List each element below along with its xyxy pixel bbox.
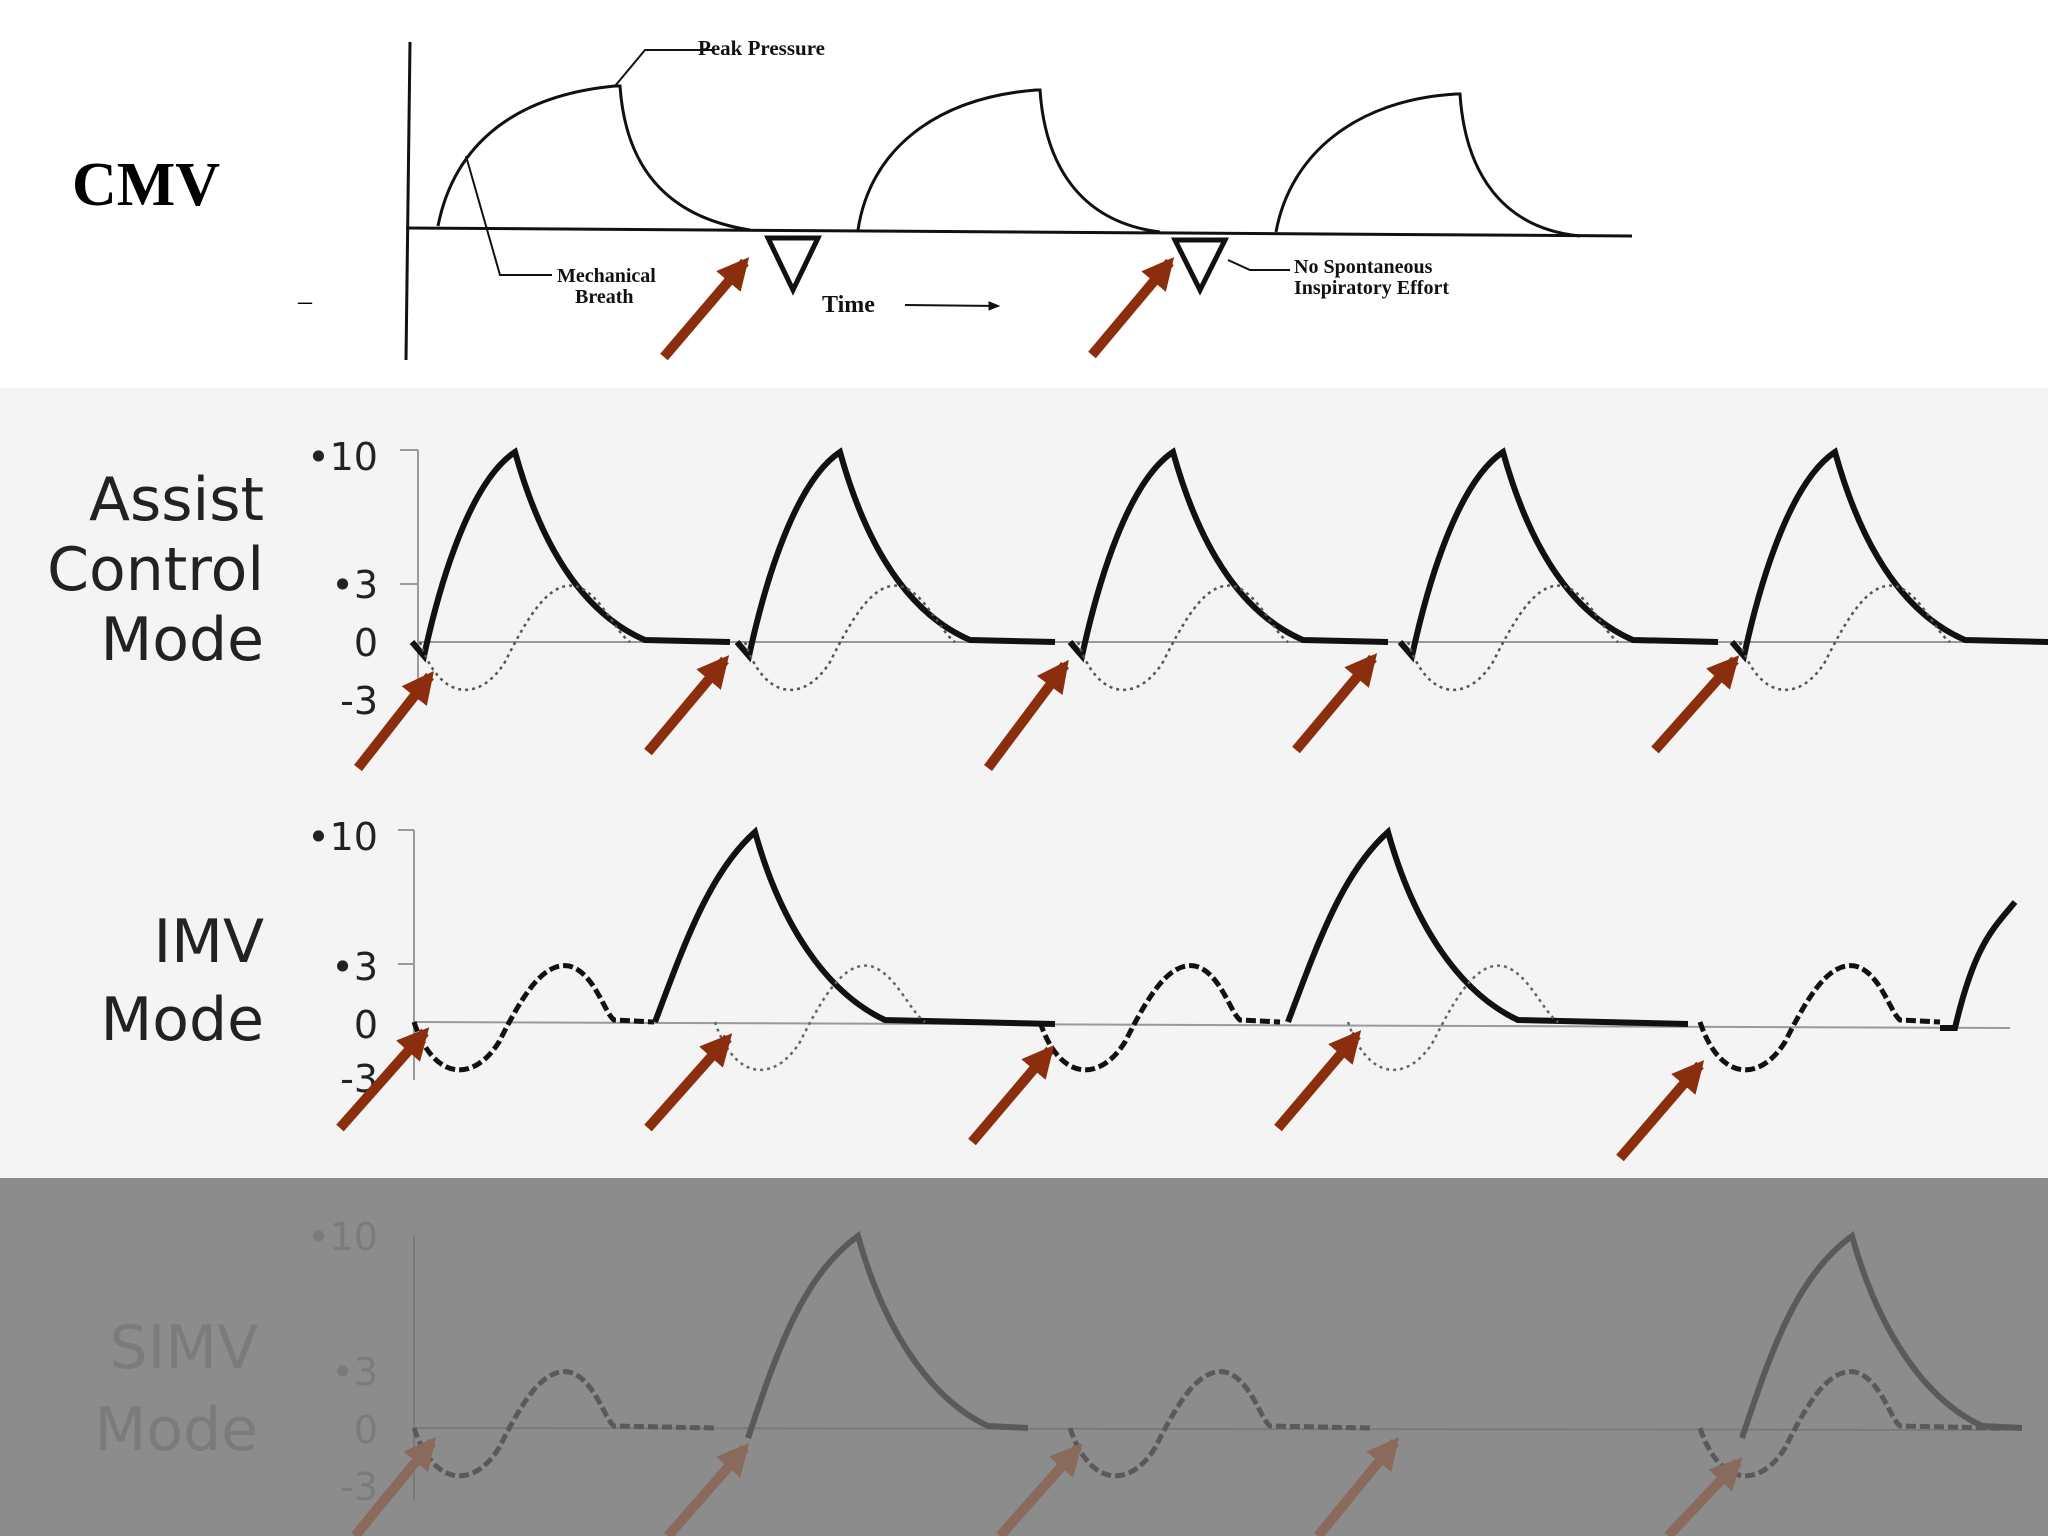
- effort-triangle-2: [1170, 237, 1230, 296]
- ac-breath-2: [734, 447, 1056, 663]
- simv-arrow-2: [664, 1443, 750, 1536]
- ac-breath-5: [1729, 447, 2048, 663]
- simv-graph: SIMV Mode •10 •3 0 -3: [95, 1215, 2023, 1536]
- cmv-dash: –: [297, 286, 313, 317]
- peak-pressure-label: Peak Pressure: [698, 36, 825, 60]
- assist-label-3: Mode: [101, 605, 264, 675]
- assist-tick-10: •10: [307, 435, 378, 479]
- simv-breath-1: [745, 1231, 1029, 1439]
- time-arrow: [904, 301, 1001, 311]
- ac-arrow-3: [983, 659, 1070, 771]
- imv-arrow-1: [336, 1027, 430, 1132]
- simv-tick-3: •3: [331, 1350, 378, 1394]
- simv-spont-2: [1067, 1369, 1371, 1479]
- simv-panel: [0, 1178, 2048, 1536]
- mech-leader: [465, 155, 552, 276]
- mechanical-label: Mechanical: [557, 265, 656, 287]
- imv-arrow-4: [1274, 1030, 1362, 1132]
- assist-label-1: Assist: [89, 465, 264, 535]
- simv-breath-2: [1739, 1231, 2023, 1439]
- ac-breath-1: [409, 447, 731, 663]
- imv-tick-10: •10: [307, 815, 378, 859]
- imv-breath-1: [652, 826, 1056, 1027]
- imv-arrow-5: [1616, 1060, 1705, 1162]
- cmv-y-axis: [404, 41, 412, 361]
- simv-tick-10: •10: [307, 1215, 378, 1259]
- imv-spont-3: [1697, 963, 1941, 1073]
- imv-label-2: Mode: [101, 985, 264, 1055]
- imv-graph: IMV Mode •10 •3 0 -3: [101, 815, 2018, 1162]
- simv-arrow-4: [1314, 1437, 1400, 1536]
- simv-tick-minus3: -3: [340, 1465, 378, 1509]
- assist-tick-3: •3: [331, 563, 378, 607]
- peak-leader: [614, 49, 715, 87]
- effort-triangle-1: [764, 235, 822, 296]
- simv-label-1: SIMV: [109, 1313, 258, 1383]
- imv-arrow-3: [968, 1045, 1055, 1146]
- imv-arrow-2: [644, 1033, 733, 1132]
- cmv-title: CMV: [72, 151, 220, 219]
- imv-label-1: IMV: [153, 907, 264, 977]
- imv-breath-2: [1285, 826, 1689, 1027]
- cmv-arrow-1: [660, 257, 750, 361]
- time-label: Time: [822, 292, 875, 318]
- imv-spont-1: [411, 963, 655, 1073]
- assist-label-2: Control: [47, 535, 264, 605]
- simv-arrow-5: [1664, 1457, 1743, 1536]
- ac-breath-4: [1397, 447, 1719, 663]
- cmv-baseline: [405, 226, 1633, 238]
- simv-label-2: Mode: [95, 1395, 258, 1465]
- simv-tick-0: 0: [354, 1408, 378, 1452]
- cmv-arrow-2: [1088, 257, 1175, 359]
- ac-arrow-2: [644, 655, 730, 756]
- imv-tick-3: •3: [331, 945, 378, 989]
- assist-imv-panel: [0, 388, 2048, 1178]
- imv-breath-3: [1940, 900, 2018, 1031]
- assist-tick-0: 0: [354, 621, 378, 665]
- inspiratory-effort-label: Inspiratory Effort: [1294, 277, 1449, 299]
- ac-breath-3: [1067, 447, 1389, 663]
- cmv-diagram: CMV – Peak Pressure Mechanical Breath No…: [72, 36, 1633, 361]
- cmv-breath-2: [856, 88, 1161, 234]
- cmv-breath-3: [1274, 92, 1581, 238]
- breath-label: Breath: [575, 286, 634, 308]
- imv-baseline: [413, 1021, 2011, 1029]
- ac-arrow-4: [1292, 653, 1378, 754]
- assist-tick-minus3: -3: [340, 679, 378, 723]
- no-spontaneous-label: No Spontaneous: [1294, 256, 1433, 278]
- simv-arrow-1: [351, 1437, 437, 1536]
- imv-spont-2: [1037, 963, 1281, 1073]
- assist-control-graph: Assist Control Mode •10 •3 0 -3: [47, 435, 2048, 772]
- ac-arrow-5: [1651, 655, 1740, 754]
- cmv-panel: [0, 0, 2048, 388]
- imv-tick-0: 0: [354, 1003, 378, 1047]
- ac-arrow-1: [354, 670, 434, 772]
- simv-spont-1: [411, 1369, 715, 1479]
- simv-arrow-3: [996, 1443, 1083, 1536]
- no-effort-leader: [1227, 259, 1290, 271]
